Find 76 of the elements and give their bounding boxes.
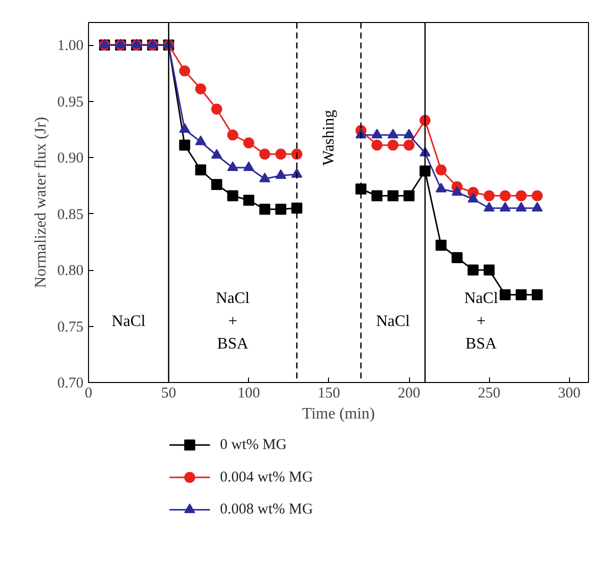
point bbox=[452, 252, 463, 264]
y-tick-label: 0.80 bbox=[57, 263, 84, 279]
point bbox=[243, 161, 254, 172]
point bbox=[516, 289, 527, 300]
point bbox=[195, 164, 206, 176]
point bbox=[468, 264, 479, 276]
point bbox=[516, 202, 527, 212]
point bbox=[532, 289, 543, 300]
point bbox=[355, 184, 366, 194]
legend-label: 0.008 wt% MG bbox=[220, 502, 314, 518]
x-tick-label: 50 bbox=[161, 386, 176, 402]
point bbox=[259, 148, 270, 160]
point bbox=[227, 161, 238, 172]
point bbox=[243, 137, 254, 148]
x-axis-title: Time (min) bbox=[302, 406, 375, 422]
legend-label: 0.004 wt% MG bbox=[220, 469, 314, 486]
point bbox=[259, 204, 270, 215]
point bbox=[371, 128, 382, 138]
point bbox=[500, 190, 511, 202]
y-tick-label: 1.00 bbox=[57, 38, 84, 54]
point bbox=[291, 202, 302, 214]
annotation: NaCl bbox=[376, 312, 410, 330]
point bbox=[179, 65, 190, 76]
point bbox=[484, 202, 495, 212]
y-tick-label: 0.85 bbox=[57, 206, 84, 223]
point bbox=[404, 190, 415, 202]
point bbox=[532, 202, 543, 212]
x-tick-label: 200 bbox=[398, 386, 420, 402]
y-tick-label: 0.70 bbox=[57, 376, 84, 392]
point bbox=[275, 204, 286, 215]
point bbox=[420, 166, 431, 176]
legend-label: 0 wt% MG bbox=[220, 436, 287, 453]
point bbox=[275, 148, 286, 160]
point bbox=[387, 128, 398, 138]
point bbox=[500, 202, 511, 212]
x-tick-label: 100 bbox=[238, 386, 260, 402]
x-tick-label: 300 bbox=[558, 386, 581, 402]
point bbox=[195, 135, 206, 146]
y-axis-title: Normalized water flux (Jr) bbox=[32, 116, 50, 288]
y-tick-label: 0.75 bbox=[57, 319, 84, 336]
point bbox=[179, 123, 190, 133]
point bbox=[259, 172, 270, 182]
y-tick-label: 0.90 bbox=[57, 150, 84, 166]
point bbox=[227, 130, 238, 140]
x-tick-label: 150 bbox=[318, 386, 340, 402]
x-tick-label: 250 bbox=[478, 386, 500, 402]
point bbox=[211, 104, 222, 115]
point bbox=[387, 140, 398, 151]
point bbox=[404, 140, 415, 151]
point bbox=[179, 140, 190, 151]
x-tick-label: 0 bbox=[84, 386, 92, 402]
point bbox=[468, 192, 479, 203]
point bbox=[436, 182, 447, 192]
point bbox=[243, 194, 254, 206]
point bbox=[371, 140, 382, 151]
point bbox=[452, 186, 463, 196]
point bbox=[484, 264, 495, 276]
point bbox=[484, 190, 495, 202]
point bbox=[371, 190, 382, 202]
point bbox=[516, 190, 527, 202]
annotation: NaCl + BSA bbox=[216, 290, 250, 353]
point bbox=[532, 190, 543, 202]
point bbox=[211, 179, 222, 190]
annotation: Washing bbox=[320, 110, 338, 166]
point bbox=[227, 190, 238, 202]
point bbox=[436, 240, 447, 251]
point bbox=[387, 190, 398, 202]
point bbox=[436, 164, 447, 176]
point bbox=[500, 289, 511, 300]
y-tick-label: 0.95 bbox=[57, 94, 84, 110]
annotation: NaCl + BSA bbox=[464, 290, 499, 353]
point bbox=[211, 148, 222, 159]
point bbox=[195, 83, 206, 94]
point bbox=[404, 128, 415, 138]
annotation: NaCl bbox=[112, 312, 146, 330]
point bbox=[275, 169, 286, 179]
